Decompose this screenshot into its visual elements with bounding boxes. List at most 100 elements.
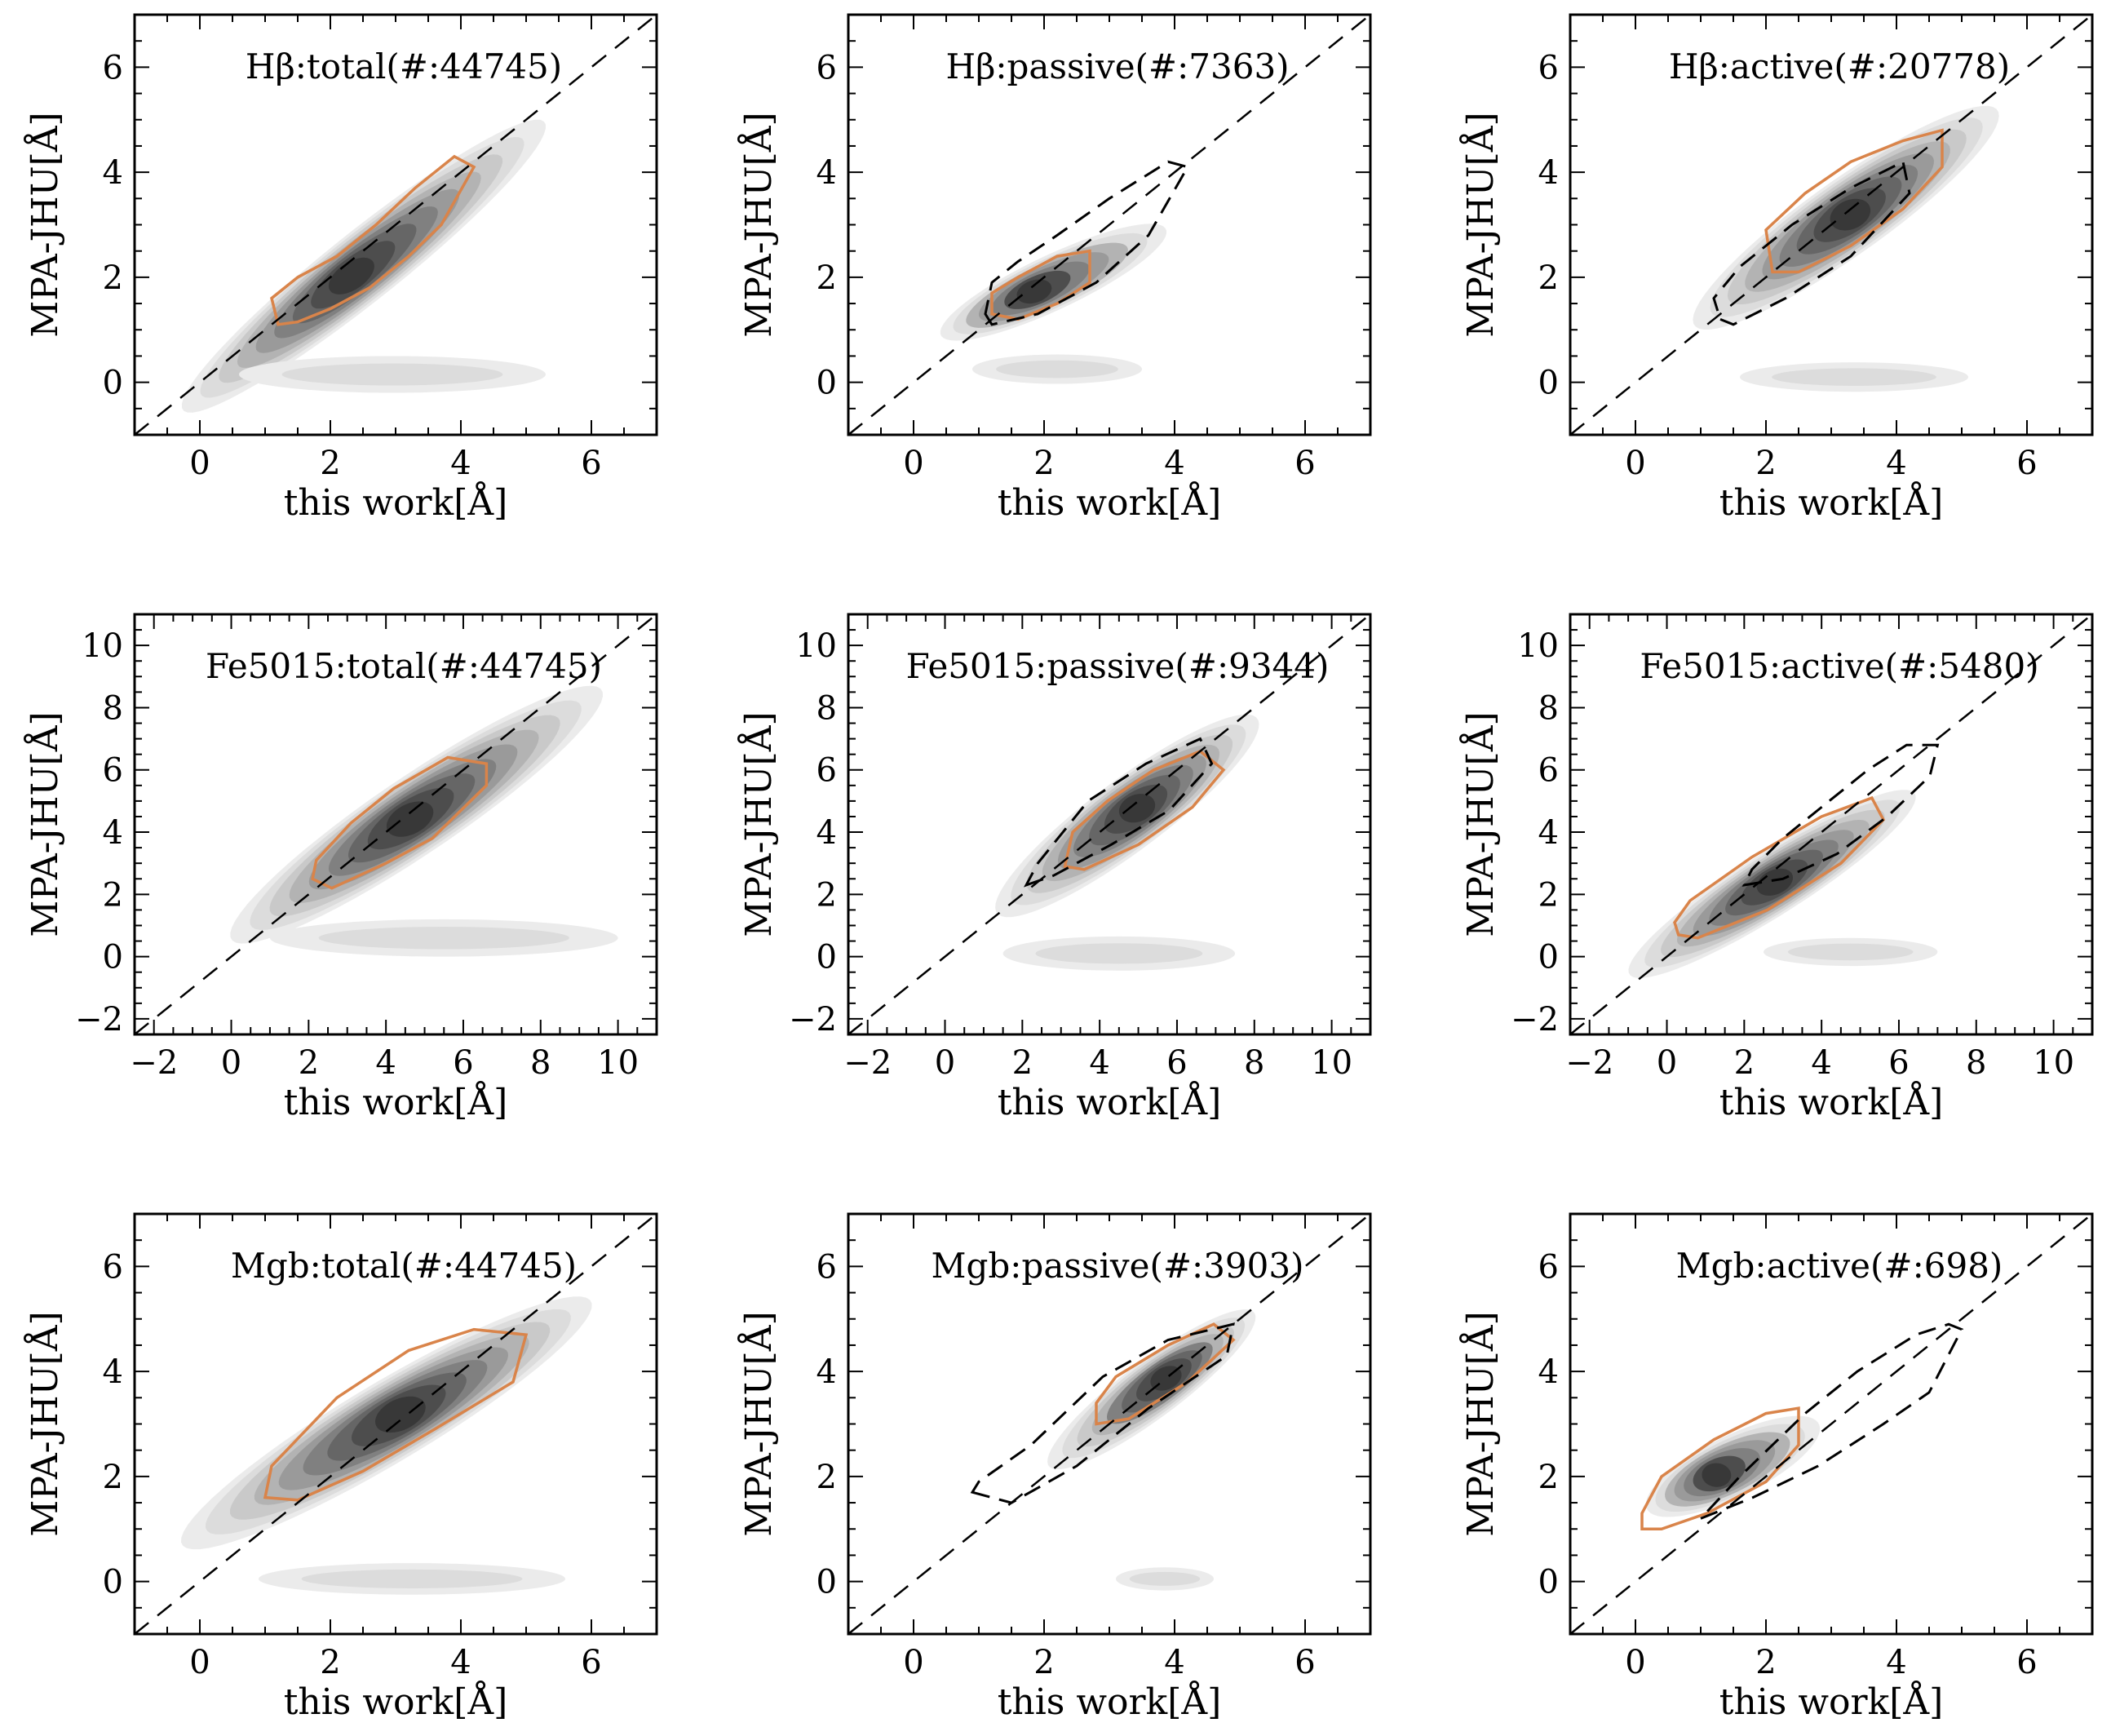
x-tick-label: −2 xyxy=(1565,1044,1613,1082)
one-to-one-line xyxy=(135,15,657,435)
x-tick-label: 6 xyxy=(581,1644,601,1681)
panel-title: Hβ:passive(#:7363) xyxy=(945,46,1289,86)
panel-fe5015-passive: −2 0 2 4 6 8 10 −2 0 2 4 6 8 10 this work[Å] MPA-JHU[Å]… xyxy=(737,613,1372,1123)
x-axis-label: this work[Å] xyxy=(998,1080,1222,1123)
one-to-one-line xyxy=(1570,15,2092,435)
x-axis-label: this work[Å] xyxy=(284,1680,508,1723)
axis-ticks xyxy=(847,14,1371,436)
plot-frame xyxy=(133,613,658,1036)
dashed-contour xyxy=(1712,160,1911,326)
one-to-one-line xyxy=(848,1214,1370,1634)
y-tick-label: 4 xyxy=(1538,154,1559,192)
y-tick-label: 2 xyxy=(817,259,837,297)
x-tick-label: 4 xyxy=(375,1044,396,1082)
y-tick-label: 2 xyxy=(103,259,123,297)
x-tick-label: 6 xyxy=(2016,1644,2037,1681)
dashed-contour xyxy=(1699,1322,1964,1520)
x-tick-label: 4 xyxy=(1886,445,1906,482)
x-tick-label: 0 xyxy=(221,1044,241,1082)
y-tick-label: 6 xyxy=(103,1248,123,1286)
y-tick-label: 0 xyxy=(103,939,123,976)
orange-contour xyxy=(1640,1406,1800,1531)
x-tick-label: 0 xyxy=(903,1644,923,1681)
density-level xyxy=(375,1396,426,1433)
y-tick-label: 2 xyxy=(1538,259,1559,297)
y-tick-label: 4 xyxy=(1538,814,1559,852)
y-tick-label: 4 xyxy=(1538,1353,1559,1391)
panel-title: Mgb:passive(#:3903) xyxy=(932,1246,1304,1286)
one-to-one-line xyxy=(848,15,1370,435)
density-level xyxy=(1118,794,1156,823)
x-tick-label: 6 xyxy=(581,445,601,482)
x-tick-label: 4 xyxy=(450,1644,471,1681)
y-axis-label: MPA-JHU[Å] xyxy=(23,1311,66,1536)
density-blob xyxy=(281,363,503,386)
y-tick-label: 4 xyxy=(817,1353,837,1391)
x-tick-label: 6 xyxy=(2016,445,2037,482)
x-tick-label: 6 xyxy=(1166,1044,1187,1082)
axis-ticks xyxy=(1569,613,2093,1035)
y-tick-label: 10 xyxy=(1517,627,1559,665)
x-tick-label: 2 xyxy=(1033,1644,1054,1681)
x-tick-label: 8 xyxy=(1244,1044,1264,1082)
y-tick-label: 8 xyxy=(103,689,123,727)
y-tick-label: 6 xyxy=(103,752,123,790)
orange-contour xyxy=(270,154,476,326)
plot-frame xyxy=(1569,613,2094,1036)
x-tick-label: 4 xyxy=(1164,445,1184,482)
y-tick-label: 4 xyxy=(103,1353,123,1391)
y-axis-label: MPA-JHU[Å] xyxy=(737,711,780,937)
x-tick-label: 2 xyxy=(320,445,340,482)
x-tick-label: 4 xyxy=(1164,1644,1184,1681)
y-axis-label: MPA-JHU[Å] xyxy=(1458,711,1502,937)
density-blob xyxy=(1787,943,1914,961)
plot-area xyxy=(1570,15,2092,435)
y-tick-label: 10 xyxy=(795,627,837,665)
axis-ticks xyxy=(1569,14,2093,436)
y-tick-label: 8 xyxy=(817,689,837,727)
axis-ticks xyxy=(1569,1213,2093,1635)
x-tick-label: 4 xyxy=(450,445,471,482)
density-level xyxy=(1702,1463,1732,1487)
panel-mgb-active: 0 2 4 6 0 2 4 6 this work[Å] MPA-JHU[Å] Mgb:active… xyxy=(1458,1212,2094,1723)
axis-ticks xyxy=(134,613,657,1035)
y-tick-label: 6 xyxy=(817,49,837,86)
y-axis-label: MPA-JHU[Å] xyxy=(23,711,66,937)
plot-area xyxy=(135,614,657,1034)
x-tick-label: 2 xyxy=(1012,1044,1033,1082)
plot-area xyxy=(1570,1214,2092,1634)
panel-title: Mgb:active(#:698) xyxy=(1676,1246,2003,1286)
panel-title: Fe5015:total(#:44745) xyxy=(206,646,602,686)
x-tick-label: 2 xyxy=(1755,1644,1776,1681)
y-tick-label: 6 xyxy=(1538,49,1559,86)
orange-contour xyxy=(990,249,1091,321)
x-axis-label: this work[Å] xyxy=(284,1080,508,1123)
x-axis-label: this work[Å] xyxy=(1719,1080,1944,1123)
y-tick-label: 6 xyxy=(1538,752,1559,790)
x-axis-label: this work[Å] xyxy=(1719,480,1944,524)
one-to-one-line xyxy=(135,1214,657,1634)
plot-area xyxy=(848,15,1370,435)
x-axis-label: this work[Å] xyxy=(998,480,1222,524)
panel-fe5015-active: −2 0 2 4 6 8 10 −2 0 2 4 6 8 10 this work[Å] MPA-JHU[Å]… xyxy=(1458,613,2094,1123)
axis-ticks xyxy=(134,14,657,436)
plot-area xyxy=(848,614,1370,1034)
panel-hbeta-passive: 0 2 4 6 0 2 4 6 this work[Å] MPA-JHU[Å] Hβ:passive… xyxy=(737,13,1372,524)
y-tick-label: 0 xyxy=(103,365,123,402)
orange-contour xyxy=(263,1327,529,1502)
y-tick-label: 6 xyxy=(1538,1248,1559,1286)
x-tick-label: 10 xyxy=(1311,1044,1352,1082)
y-tick-label: 0 xyxy=(817,1564,837,1601)
y-axis-label: MPA-JHU[Å] xyxy=(1458,1311,1502,1536)
x-tick-label: 0 xyxy=(903,445,923,482)
panel-hbeta-active: 0 2 4 6 0 2 4 6 this work[Å] MPA-JHU[Å] Hβ:active(… xyxy=(1458,13,2094,524)
y-tick-label: 6 xyxy=(817,752,837,790)
orange-contour xyxy=(1764,128,1944,274)
y-tick-label: 0 xyxy=(817,939,837,976)
y-tick-label: 8 xyxy=(1538,689,1559,727)
plot-area xyxy=(1570,614,2092,1034)
panel-title: Mgb:total(#:44745) xyxy=(231,1246,577,1286)
y-tick-label: 4 xyxy=(103,154,123,192)
density-level xyxy=(1830,198,1871,231)
